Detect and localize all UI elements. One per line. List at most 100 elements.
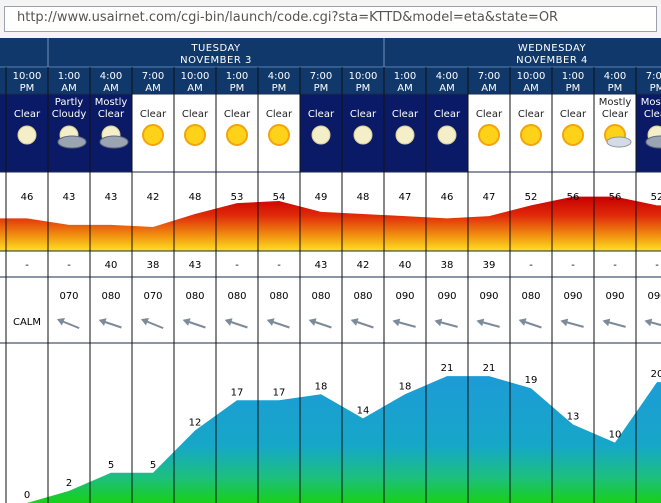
forecast-grid: TUESDAY NOVEMBER 3 WEDNESDAY NOVEMBER 4 10:0…: [0, 38, 661, 503]
wind-direction: 090: [563, 291, 582, 302]
sun-icon: [226, 124, 248, 146]
forecast-time: 4:00: [100, 71, 122, 82]
sun-icon: [184, 124, 206, 146]
condition-line2: Clear: [602, 109, 629, 120]
condition-line1: Partly: [55, 97, 84, 108]
condition-line2: Clear: [518, 109, 545, 120]
cloud-value: 5: [150, 460, 156, 471]
condition-line1: Mostly: [641, 97, 661, 108]
forecast-time: 7:00: [310, 71, 332, 82]
dewpoint-value: 43: [315, 260, 328, 271]
wind-direction: 080: [269, 291, 288, 302]
dewpoint-value: 42: [357, 260, 370, 271]
wind-arrow-icon: [476, 318, 500, 328]
forecast-ampm: AM: [439, 83, 454, 94]
wind-direction: 090: [479, 291, 498, 302]
wind-arrow-icon: [56, 318, 80, 330]
wind-direction: 080: [311, 291, 330, 302]
moon-icon: [311, 125, 331, 145]
wind-direction: 080: [521, 291, 540, 302]
forecast-time: 10:00: [13, 71, 42, 82]
dewpoint-value: -: [25, 260, 29, 271]
condition-line2: Clear: [224, 109, 251, 120]
forecast-time: 1:00: [394, 71, 416, 82]
forecast-time: 7:00: [478, 71, 500, 82]
address-bar[interactable]: http://www.usairnet.com/cgi-bin/launch/c…: [0, 0, 661, 39]
condition-line2: Clear: [266, 109, 293, 120]
condition-line2: Clear: [560, 109, 587, 120]
forecast-ampm: AM: [187, 83, 202, 94]
forecast-time: 4:00: [436, 71, 458, 82]
temperature-value: 47: [399, 192, 412, 203]
temperature-value: 56: [567, 192, 580, 203]
condition-line2: Clear: [392, 109, 419, 120]
wind-direction: 070: [143, 291, 162, 302]
dewpoint-value: 43: [189, 260, 202, 271]
cloud-value: 0: [24, 490, 30, 501]
moon-cloud-icon: [645, 125, 661, 149]
temperature-value: 43: [105, 192, 118, 203]
forecast-ampm: PM: [650, 83, 661, 94]
dewpoint-value: 39: [483, 260, 496, 271]
wind-arrow-icon: [602, 318, 626, 328]
wind-arrow-icon: [644, 318, 661, 328]
temperature-value: 53: [231, 192, 244, 203]
forecast-time: 1:00: [562, 71, 584, 82]
forecast-ampm: AM: [397, 83, 412, 94]
moon-icon: [437, 125, 457, 145]
wind-arrow-icon: [266, 318, 290, 329]
forecast-ampm: PM: [272, 83, 287, 94]
forecast-time: 10:00: [181, 71, 210, 82]
condition-line1: Mostly: [95, 97, 128, 108]
dewpoint-value: -: [571, 260, 575, 271]
condition-line2: Clear: [308, 109, 335, 120]
forecast-ampm: PM: [20, 83, 35, 94]
forecast-time: 7:00: [142, 71, 164, 82]
day-date: NOVEMBER 3: [180, 55, 252, 66]
moon-cloud-icon: [57, 125, 87, 149]
temperature-value: 47: [483, 192, 496, 203]
dewpoint-value: -: [613, 260, 617, 271]
forecast-time: 4:00: [604, 71, 626, 82]
forecast-time: 4:00: [268, 71, 290, 82]
temperature-value: 48: [357, 192, 370, 203]
forecast-time: 10:00: [517, 71, 546, 82]
temperature-value: 54: [273, 192, 286, 203]
wind-arrow-icon: [224, 318, 248, 329]
condition-line2: Clear: [140, 109, 167, 120]
forecast-ampm: PM: [608, 83, 623, 94]
dewpoint-value: 40: [399, 260, 412, 271]
forecast-time: 10:00: [349, 71, 378, 82]
temperature-value: 52: [651, 192, 661, 203]
cloud-value: 5: [108, 460, 114, 471]
cloud-value: 21: [441, 363, 454, 374]
condition-cell-edge: [0, 94, 6, 172]
wind-arrow-icon: [182, 318, 206, 329]
address-url[interactable]: http://www.usairnet.com/cgi-bin/launch/c…: [17, 10, 559, 25]
condition-line2: Clear: [14, 109, 41, 120]
header-band: [0, 38, 661, 94]
address-field[interactable]: http://www.usairnet.com/cgi-bin/launch/c…: [4, 6, 657, 32]
condition-line2: Clear: [182, 109, 209, 120]
sun-icon: [562, 124, 584, 146]
sun-cloud-icon: [604, 124, 632, 148]
temperature-area: [0, 196, 661, 251]
condition-line2: Cloudy: [52, 109, 87, 120]
moon-icon: [353, 125, 373, 145]
forecast-ampm: AM: [481, 83, 496, 94]
cloud-value: 20: [651, 369, 661, 380]
day-name: WEDNESDAY: [518, 43, 587, 54]
temperature-value: 48: [189, 192, 202, 203]
cloud-value: 13: [567, 411, 580, 422]
wind-arrow-icon: [350, 318, 374, 329]
temperature-value: 42: [147, 192, 160, 203]
cloud-value: 18: [315, 381, 328, 392]
cloud-value: 17: [231, 387, 244, 398]
wind-arrow-icon: [518, 318, 542, 329]
sun-icon: [478, 124, 500, 146]
forecast-ampm: PM: [314, 83, 329, 94]
wind-direction: 070: [59, 291, 78, 302]
day-date: NOVEMBER 4: [516, 55, 588, 66]
day-name: TUESDAY: [190, 43, 241, 54]
